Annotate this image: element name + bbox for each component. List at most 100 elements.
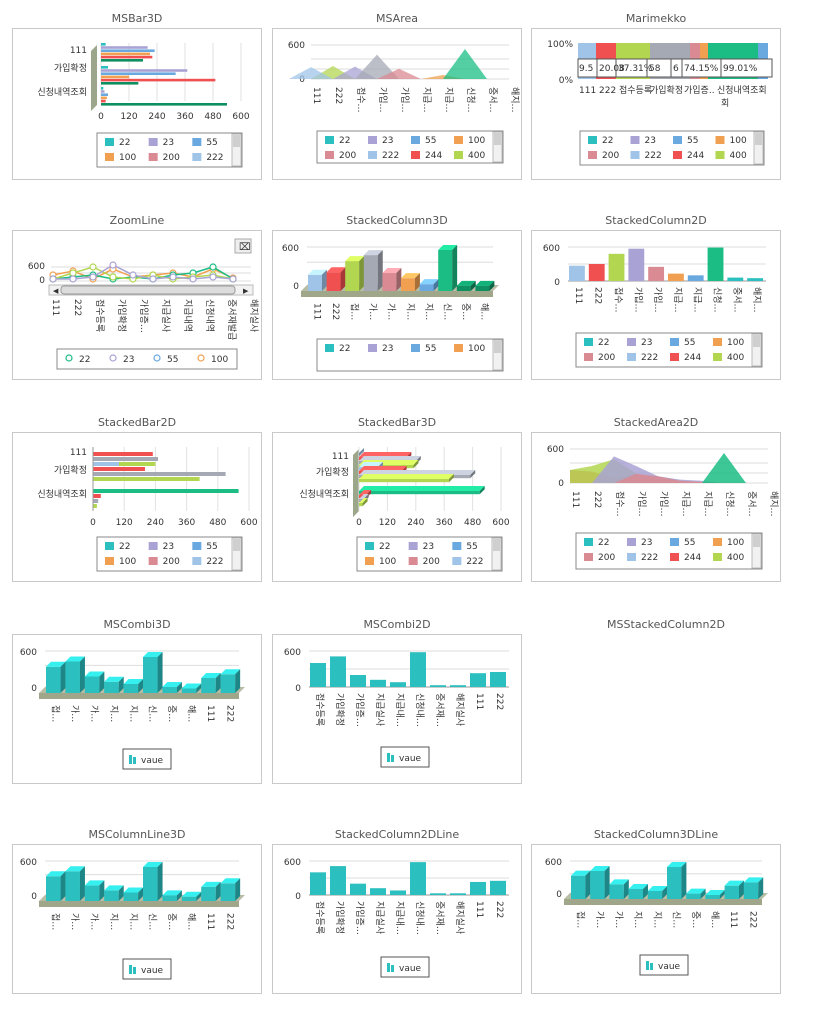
y-tick-label: 600 <box>282 244 299 254</box>
x-tick-label: 222 <box>494 901 504 918</box>
chart-panel-stackedcolumn3d: 600 0 111 222 접… 가… 가… 지… 지… 신… 중… 해… 22 23 55 100 <box>272 230 522 380</box>
legend-swatch <box>715 136 725 144</box>
bar-1-side <box>340 267 346 291</box>
legend-swatch <box>588 151 597 159</box>
bar-222 <box>101 82 139 85</box>
chart-svg: 600 0 접… 가… 가… 지… 지… 신… 중… 해… 111 222 vaue <box>20 648 245 770</box>
bar-22-top <box>359 462 383 467</box>
bar-7-side <box>452 244 458 291</box>
legend-label: 22 <box>602 136 613 146</box>
legend-scrollbar <box>751 533 762 569</box>
bar-2-side <box>99 880 105 901</box>
bar-5-side <box>414 273 420 291</box>
axis-wall <box>353 449 359 517</box>
x-tick-label: 가입증… <box>354 693 366 727</box>
data-point <box>69 269 77 277</box>
bar-6-top <box>419 279 439 285</box>
bar-4 <box>382 273 397 291</box>
legend-label: 100 <box>119 557 136 567</box>
segment-label: 58 <box>649 64 661 74</box>
bar-8 <box>727 277 744 281</box>
x-tick-label: 222 <box>330 303 340 320</box>
x-tick-label: 222 <box>747 911 757 928</box>
x-tick-label: 600 <box>232 112 249 122</box>
legend-swatch <box>627 553 636 561</box>
data-point <box>109 273 117 281</box>
bar-3 <box>363 255 378 291</box>
legend-swatch <box>105 138 114 146</box>
bar-0 <box>569 265 585 281</box>
bar-22 <box>93 462 119 466</box>
x-tick-label: 111 <box>474 901 484 918</box>
chart-title-c12: MSStackedColumn2D <box>607 618 725 631</box>
data-point <box>209 273 217 281</box>
legend-scrollbar <box>751 333 762 367</box>
bar-7 <box>181 896 197 901</box>
legend-swatch <box>673 136 682 144</box>
legend-swatch <box>411 136 420 144</box>
data-point <box>209 263 217 271</box>
legend-label: 200 <box>423 557 440 567</box>
bar-3-side <box>118 885 124 901</box>
bar-1 <box>326 272 341 291</box>
legend-swatch <box>670 338 679 346</box>
bar-7-side <box>196 891 202 901</box>
legend-label: 23 <box>423 542 434 552</box>
legend-swatch <box>630 151 640 159</box>
legend-swatch <box>408 557 418 565</box>
x-tick-label: 가입증… <box>354 901 366 935</box>
scroll-thumb[interactable] <box>60 285 236 295</box>
legend-swatch <box>630 136 640 144</box>
chart-title-c4: ZoomLine <box>109 214 165 227</box>
legend-swatch <box>584 538 593 546</box>
bar-6 <box>687 275 704 281</box>
x-tick-label: 120 <box>116 518 133 528</box>
x-tick-label: 지급내역 <box>182 299 193 332</box>
legend-swatch <box>713 553 722 561</box>
bar-3 <box>370 888 386 895</box>
bar-6 <box>430 685 446 687</box>
legend-swatch <box>387 963 390 972</box>
legend-swatch <box>148 542 158 550</box>
x-tick-label: 가… <box>69 913 80 930</box>
chart-panel-stackedcolumn3dline: 600 0 접… 가… 가… 지… 지… 신… 중… 해… 111 222 vaue <box>531 844 781 994</box>
chart-svg: 600 0 111 222 접수… 가입… 가입… 지급… 지급… 신청… 중서… 해지… 22 23 55… <box>288 41 520 164</box>
bar-8-top <box>724 880 744 886</box>
y-tick-label: 600 <box>545 858 562 868</box>
x-tick-label: 신청내… <box>414 901 425 935</box>
chart-svg: 600 0 접수등록 가입확정 가입증… 지급실사 지급내… 신청내… 중서재… 해지실사 111 2… <box>284 648 509 768</box>
bar-9-top <box>220 669 241 675</box>
label-strip <box>577 58 773 78</box>
bar-22-top <box>359 486 485 491</box>
zoom-reset-button[interactable] <box>234 238 252 254</box>
segment-label: 9.5 <box>579 64 593 74</box>
x-tick-label: 111 <box>205 705 215 722</box>
bar-1-side <box>79 866 85 901</box>
legend-label: 244 <box>684 553 701 563</box>
x-tick-label: 지급내… <box>394 901 405 935</box>
x-tick-label: 222 <box>593 287 603 304</box>
legend-box <box>96 536 243 572</box>
zoom-reset-icon: ⌧ <box>239 242 251 253</box>
chart-title-c3: Marimekko <box>625 12 687 25</box>
area-layer-4 <box>570 452 768 483</box>
x-tick-label: 111 <box>311 87 321 104</box>
legend-label: 244 <box>684 353 701 363</box>
legend-swatch <box>368 136 377 144</box>
legend-label: vaue <box>399 964 422 974</box>
legend-swatch <box>192 557 202 565</box>
bar-6 <box>419 284 434 291</box>
bar-3 <box>104 681 119 693</box>
bar-1-top <box>65 866 85 872</box>
legend-label: 23 <box>645 136 656 146</box>
y-tick-label: 0 <box>31 684 37 694</box>
bar-7 <box>181 688 197 693</box>
bar-5-top <box>143 862 163 867</box>
legend-swatch <box>105 153 114 161</box>
bar-55 <box>101 49 155 52</box>
legend-scroll-thumb <box>233 539 240 551</box>
legend-scroll-thumb <box>753 535 760 547</box>
x-tick-label: 240 <box>147 518 164 528</box>
x-tick-label: 중서재발급 <box>226 299 237 340</box>
x-tick-label: 지급실사 <box>374 693 385 727</box>
